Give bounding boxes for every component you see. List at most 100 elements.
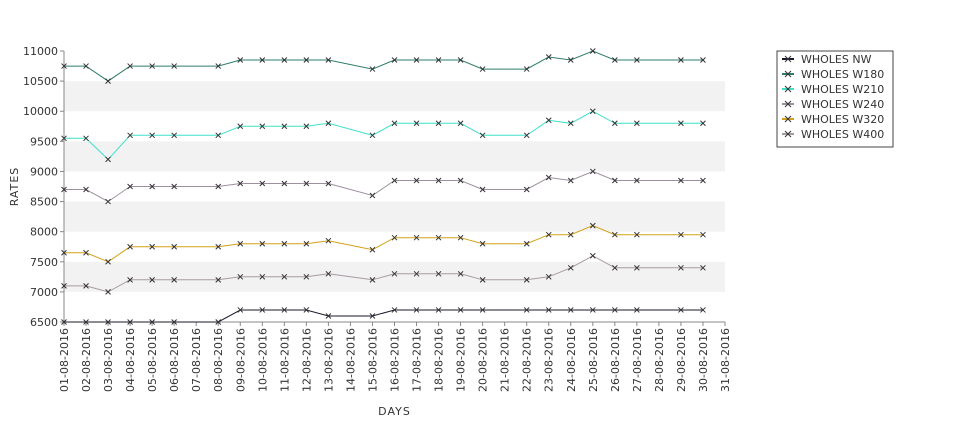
data-point-marker [413, 57, 420, 63]
data-point-marker [545, 54, 552, 60]
y-tick-label: 10500 [23, 75, 58, 88]
data-point-marker [303, 307, 310, 313]
grid-band [64, 261, 725, 292]
x-tick-label: 30-08-2016 [697, 328, 710, 392]
data-point-marker [391, 270, 398, 277]
data-point-marker [457, 120, 464, 127]
x-tick-label: 09-08-2016 [234, 328, 247, 392]
data-point-marker [61, 63, 67, 69]
data-point-marker [61, 135, 67, 142]
data-point-marker [634, 231, 640, 238]
data-point-marker [325, 120, 332, 127]
data-point-marker [303, 123, 310, 130]
data-point-marker [567, 231, 574, 238]
y-tick-label: 6500 [30, 316, 58, 329]
data-point-marker [83, 283, 89, 289]
legend-label: WHOLES W320 [801, 113, 884, 126]
data-point-marker [678, 57, 684, 63]
data-point-marker [611, 120, 618, 127]
data-point-marker [259, 123, 266, 130]
data-point-marker [678, 264, 684, 271]
data-point-marker [567, 177, 574, 184]
series-line [64, 225, 703, 263]
data-point-marker [611, 307, 618, 313]
data-point-marker [634, 264, 640, 271]
data-point-marker [215, 132, 222, 139]
series-wholes-w400 [61, 252, 706, 295]
y-tick-label: 7000 [30, 286, 58, 299]
legend-label: WHOLES W210 [801, 83, 884, 96]
data-point-marker [567, 264, 574, 271]
data-point-marker [127, 132, 133, 139]
data-point-marker [325, 237, 332, 244]
data-point-marker [567, 120, 574, 127]
data-point-marker [435, 270, 442, 277]
data-point-marker [700, 120, 706, 127]
data-point-marker [215, 63, 222, 69]
data-point-marker [700, 177, 706, 184]
data-point-marker [369, 276, 376, 283]
x-axis-title: DAYS [378, 405, 411, 418]
grid-band [64, 141, 725, 172]
y-tick-label: 9500 [30, 135, 58, 148]
series-wholes-w240 [61, 168, 706, 205]
x-tick-label: 11-08-2016 [278, 328, 291, 392]
x-tick-label: 06-08-2016 [168, 328, 181, 392]
data-point-marker [457, 307, 464, 313]
data-point-marker [700, 57, 706, 63]
legend-item: WHOLES W210 [782, 83, 884, 96]
data-point-marker [523, 132, 530, 139]
data-point-marker [369, 132, 376, 139]
series-line [64, 110, 703, 161]
data-point-marker [149, 183, 155, 190]
data-point-marker [457, 57, 464, 63]
data-point-marker [413, 177, 420, 184]
data-point-marker [391, 57, 398, 63]
legend-label: WHOLES W400 [801, 128, 884, 141]
x-tick-label: 01-08-2016 [58, 328, 71, 392]
data-point-marker [259, 57, 266, 63]
y-tick-label: 10000 [23, 105, 58, 118]
legend-item: WHOLES W400 [782, 128, 884, 141]
data-point-marker [105, 198, 111, 205]
data-point-marker [589, 307, 596, 313]
data-point-marker [215, 276, 222, 283]
data-point-marker [369, 66, 376, 72]
data-point-marker [634, 57, 640, 63]
x-tick-label: 10-08-2016 [256, 328, 269, 392]
data-point-marker [611, 264, 618, 271]
data-point-marker [589, 48, 596, 54]
series-line [64, 255, 703, 293]
x-tick-label: 08-08-2016 [212, 328, 225, 392]
data-point-marker [61, 319, 67, 325]
data-point-marker [589, 168, 596, 175]
data-point-marker [259, 273, 266, 280]
data-point-marker [61, 283, 67, 289]
data-point-marker [479, 307, 486, 313]
x-tick-label: 20-08-2016 [477, 328, 490, 392]
series-wholes-w210 [61, 108, 706, 163]
x-tick-label: 07-08-2016 [190, 328, 203, 392]
data-point-marker [281, 273, 288, 280]
data-point-marker [678, 307, 684, 313]
data-point-marker [105, 289, 111, 295]
data-point-marker [611, 177, 618, 184]
x-tick-label: 26-08-2016 [609, 328, 622, 392]
legend-label: WHOLES NW [801, 53, 872, 66]
data-point-marker [611, 57, 618, 63]
series-wholes-w180 [61, 48, 706, 84]
data-point-marker [127, 183, 133, 190]
legend-item: WHOLES NW [782, 53, 872, 66]
data-point-marker [325, 270, 332, 277]
y-tick-label: 8500 [30, 196, 58, 209]
legend-box [776, 50, 894, 148]
x-tick-label: 22-08-2016 [521, 328, 534, 392]
data-point-marker [369, 246, 376, 253]
data-point-marker [634, 120, 640, 127]
data-point-marker [237, 273, 244, 280]
data-point-marker [83, 249, 89, 256]
series-line [64, 170, 703, 203]
data-point-marker [413, 234, 420, 241]
data-point-marker [545, 174, 552, 181]
data-point-marker [325, 57, 332, 63]
